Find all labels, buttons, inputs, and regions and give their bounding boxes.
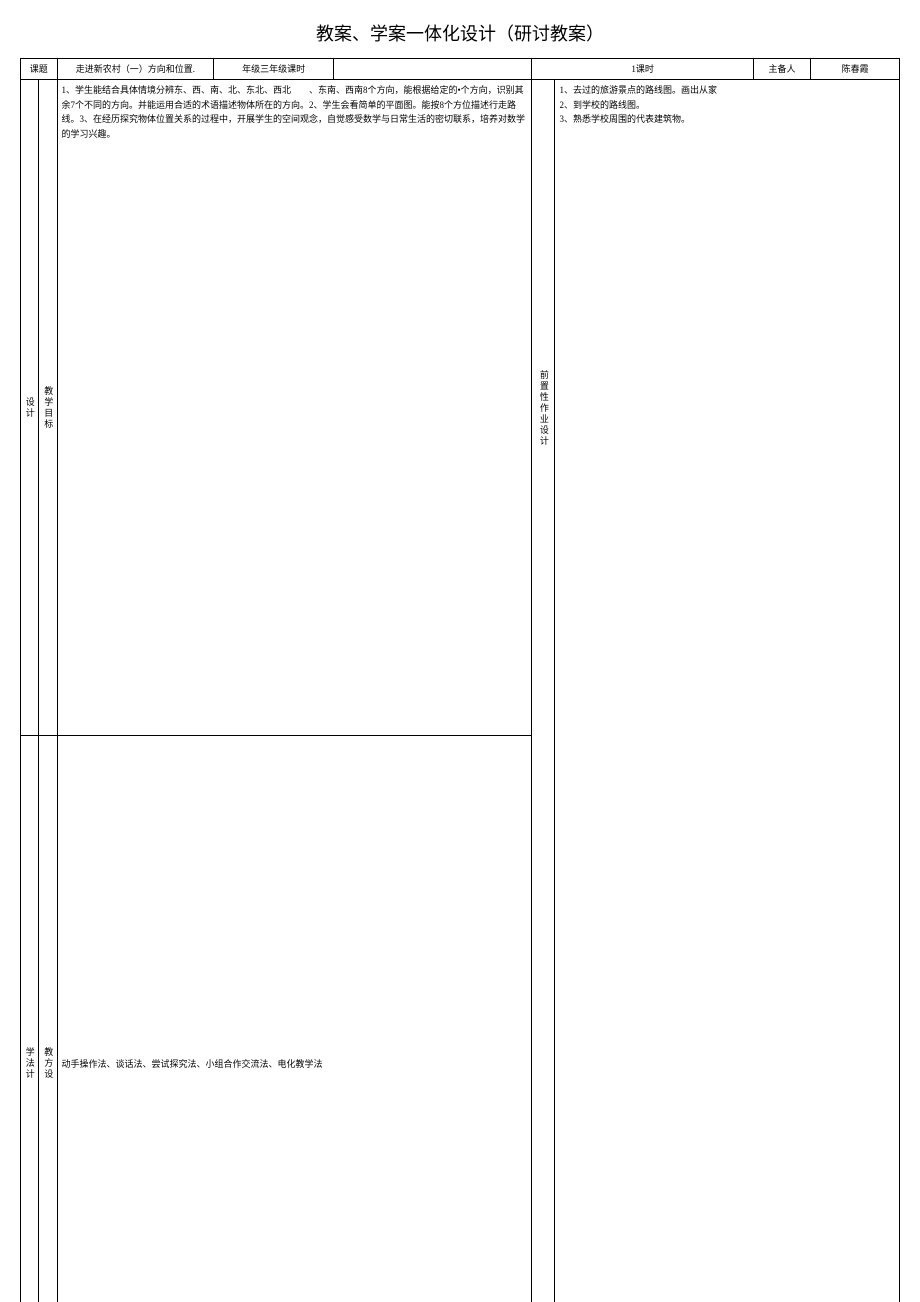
- prework-body: 1、去过的旅游景点的路线图。画出从家 2、到学校的路线图。 3、熟悉学校周围的代…: [555, 80, 900, 1302]
- lesson-plan-table: 课题 走进新农村（一）方向和位置. 年级三年级课时 1课时 主备人 陈春霞 设计…: [20, 58, 900, 1302]
- label-grade: 年级三年级课时: [214, 59, 334, 80]
- grade-empty: [334, 59, 532, 80]
- prework-label: 前置性作业设计: [532, 80, 555, 1302]
- label-author: 主备人: [753, 59, 810, 80]
- objectives-row: 设计 教学目标 1、学生能结合具体情境分辨东、西、南、北、东北、西北 、东南、西…: [21, 80, 900, 736]
- page-title: 教案、学案一体化设计（研讨教案）: [20, 20, 900, 46]
- period-value: 1课时: [532, 59, 753, 80]
- methods-label: 学法计 教方设: [21, 736, 58, 1302]
- topic-value: 走进新农村（一）方向和位置.: [57, 59, 214, 80]
- objectives-body: 1、学生能结合具体情境分辨东、西、南、北、东北、西北 、东南、西南8个方向，能根…: [57, 80, 532, 736]
- methods-body: 动手操作法、谈话法、尝试探究法、小组合作交流法、电化教学法: [57, 736, 532, 1302]
- header-row-1: 课题 走进新农村（一）方向和位置. 年级三年级课时 1课时 主备人 陈春霞: [21, 59, 900, 80]
- objectives-label: 设计 教学目标: [21, 80, 58, 736]
- label-topic: 课题: [21, 59, 58, 80]
- author-value: 陈春霞: [811, 59, 900, 80]
